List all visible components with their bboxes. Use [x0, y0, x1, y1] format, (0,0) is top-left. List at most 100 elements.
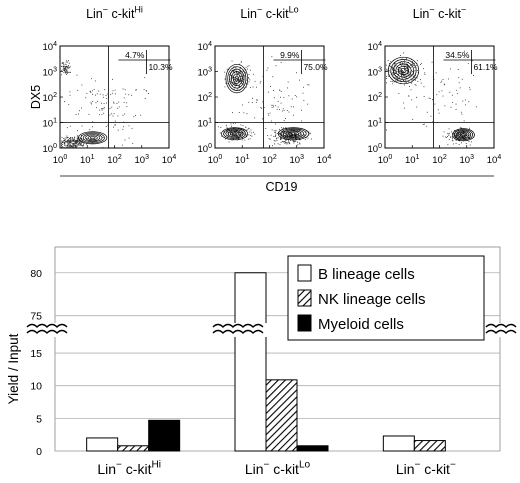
event-dot — [409, 86, 410, 87]
event-dot — [103, 112, 105, 114]
event-dot — [267, 113, 269, 115]
event-dot — [72, 145, 74, 147]
event-dot — [392, 72, 394, 73]
event-dot — [238, 85, 240, 87]
event-dot — [252, 97, 253, 99]
event-dot — [232, 134, 234, 136]
event-dot — [231, 125, 232, 127]
event-dot — [288, 133, 290, 135]
event-dot — [74, 145, 76, 146]
event-dot — [241, 133, 243, 135]
event-dot — [81, 125, 83, 127]
event-dot — [434, 103, 436, 105]
event-dot — [225, 124, 227, 126]
event-dot — [104, 89, 106, 91]
event-dot — [287, 134, 289, 136]
event-dot — [239, 68, 241, 70]
axis-break-mark — [485, 323, 517, 334]
event-dot — [83, 143, 84, 145]
event-dot — [78, 140, 80, 142]
event-dot — [448, 132, 450, 134]
y-tick-label: 103 — [368, 67, 383, 79]
event-dot — [398, 74, 399, 76]
event-dot — [65, 64, 67, 65]
event-dot — [464, 99, 466, 101]
event-dot — [76, 143, 77, 145]
y-tick-label: 104 — [198, 41, 213, 53]
event-dot — [247, 138, 249, 140]
event-dot — [122, 128, 124, 130]
event-dot — [64, 137, 66, 139]
event-dot — [287, 81, 289, 83]
event-dot — [239, 90, 241, 91]
event-dot — [281, 140, 283, 142]
event-dot — [62, 63, 64, 64]
event-dot — [276, 108, 278, 110]
panel-title: Lin− c-kit− — [413, 4, 467, 21]
event-dot — [282, 108, 284, 110]
event-dot — [294, 134, 296, 136]
event-dot — [413, 64, 414, 66]
event-dot — [64, 139, 66, 141]
event-dot — [402, 73, 404, 75]
event-dot — [411, 66, 413, 68]
event-dot — [239, 86, 241, 87]
event-dot — [68, 66, 70, 68]
event-dot — [289, 133, 291, 135]
event-dot — [69, 140, 71, 142]
event-dot — [242, 125, 244, 126]
event-dot — [283, 138, 285, 140]
event-dot — [140, 114, 142, 116]
event-dot — [66, 71, 68, 73]
event-dot — [458, 134, 459, 136]
contour-line — [277, 127, 310, 141]
event-dot — [402, 69, 403, 71]
event-dot — [293, 140, 295, 142]
event-dot — [240, 132, 242, 133]
event-dot — [68, 145, 70, 147]
event-dot — [428, 97, 430, 99]
event-dot — [392, 69, 394, 71]
event-dot — [75, 145, 77, 147]
event-dot — [275, 123, 276, 125]
event-dot — [455, 143, 457, 144]
event-dot — [238, 128, 240, 129]
event-dot — [235, 122, 236, 124]
event-dot — [422, 124, 424, 125]
event-dot — [404, 84, 405, 86]
event-dot — [288, 141, 290, 143]
event-dot — [286, 139, 287, 141]
event-dot — [468, 101, 470, 103]
event-dot — [252, 86, 254, 88]
event-dot — [63, 64, 65, 65]
event-dot — [451, 136, 453, 137]
event-dot — [69, 138, 70, 139]
event-dot — [448, 138, 450, 140]
event-dot — [298, 133, 300, 135]
event-dot — [397, 68, 399, 70]
event-dot — [61, 145, 62, 146]
event-dot — [70, 137, 72, 139]
event-dot — [407, 66, 409, 68]
event-dot — [407, 64, 408, 65]
event-dot — [227, 130, 228, 132]
event-dot — [274, 136, 276, 137]
event-dot — [283, 110, 285, 111]
event-dot — [403, 75, 405, 77]
event-dot — [469, 134, 471, 136]
event-dot — [240, 79, 242, 81]
event-dot — [284, 139, 286, 141]
event-dot — [126, 102, 128, 104]
event-dot — [271, 104, 273, 106]
event-dot — [66, 67, 68, 69]
event-dot — [111, 106, 113, 108]
event-dot — [399, 62, 401, 64]
event-dot — [289, 132, 291, 134]
event-dot — [102, 94, 104, 96]
contour-line — [87, 135, 98, 141]
event-dot — [122, 88, 124, 90]
event-dot — [452, 143, 454, 145]
contour-line — [89, 136, 96, 140]
event-dot — [400, 67, 402, 69]
event-dot — [96, 107, 98, 109]
